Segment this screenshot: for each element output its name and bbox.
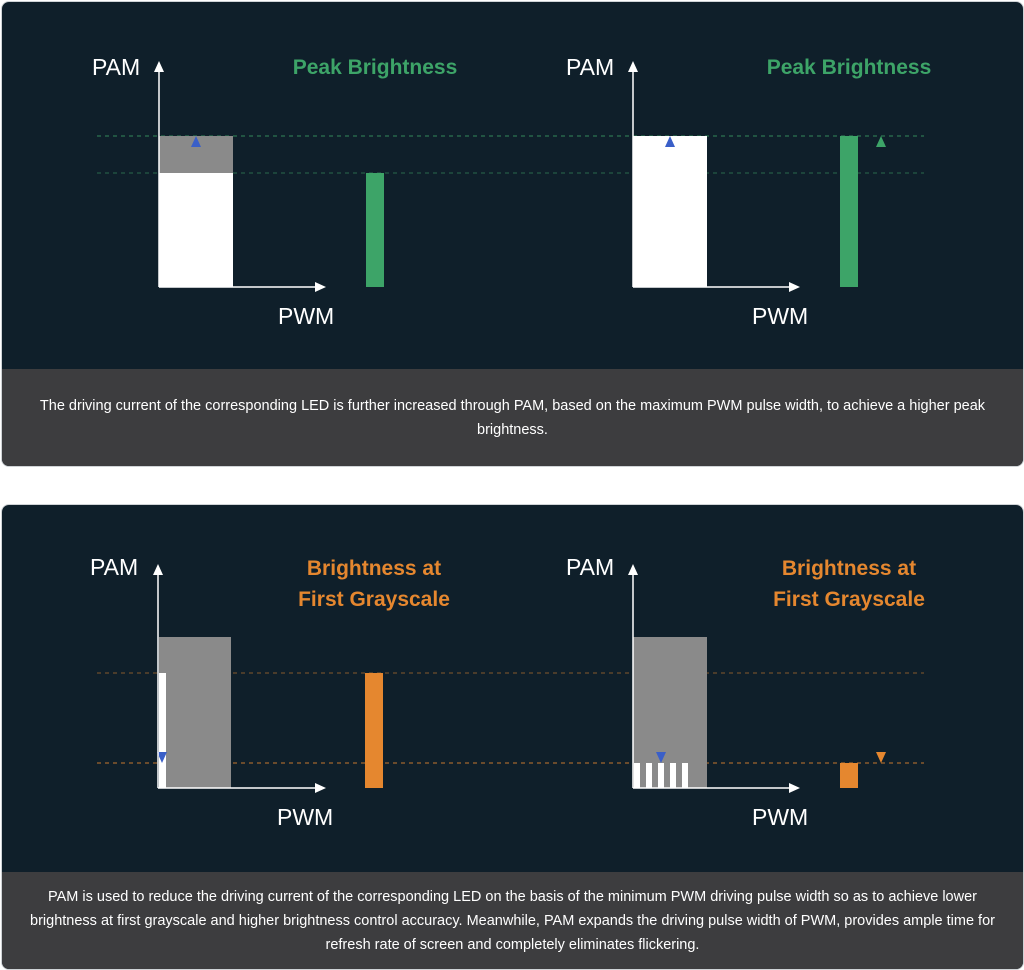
brightness-bar <box>366 173 384 287</box>
diagram-title-line1: Brightness at <box>782 557 916 580</box>
x-axis-arrow-icon <box>315 783 326 793</box>
panel-caption: PAM is used to reduce the driving curren… <box>2 872 1023 969</box>
x-axis-label: PWM <box>278 303 334 329</box>
left-diagram: PAM PWM Peak Brightness <box>92 54 457 329</box>
pam-area <box>159 637 231 788</box>
brightness-bar <box>840 763 858 788</box>
pwm-pulse <box>670 763 676 788</box>
panel-caption: The driving current of the corresponding… <box>2 369 1023 466</box>
x-axis-label: PWM <box>752 804 808 830</box>
left-diagram: PAM PWM Brightness at First Grayscale <box>90 554 450 830</box>
pam-down-arrow-icon <box>157 752 167 763</box>
pwm-pulse <box>646 763 652 788</box>
pwm-pulse <box>634 763 640 788</box>
pam-down-arrow-icon <box>656 752 666 763</box>
right-diagram: PAM PWM Brightness at First Grayscale <box>566 554 925 830</box>
pam-up-arrow-icon <box>191 136 201 147</box>
y-axis-label: PAM <box>92 54 140 80</box>
y-axis-label: PAM <box>566 554 614 580</box>
brightness-down-arrow-icon <box>876 752 886 763</box>
first-grayscale-panel: PAM PWM Brightness at First Grayscale PA… <box>1 504 1024 970</box>
pwm-pulse <box>658 763 664 788</box>
brightness-bar <box>840 136 858 287</box>
diagram-title-line2: First Grayscale <box>298 588 450 611</box>
y-axis-label: PAM <box>90 554 138 580</box>
y-axis-arrow-icon <box>153 564 163 575</box>
y-axis-arrow-icon <box>628 61 638 72</box>
first-grayscale-diagram: PAM PWM Brightness at First Grayscale PA… <box>90 554 925 830</box>
split-pwm-pulses <box>634 763 688 788</box>
y-axis-arrow-icon <box>628 564 638 575</box>
x-axis-arrow-icon <box>315 282 326 292</box>
y-axis-arrow-icon <box>154 61 164 72</box>
right-diagram: PAM PWM Peak Brightness <box>566 54 931 329</box>
peak-brightness-panel: PAM PWM Peak Brightness PAM PWM Peak Bri… <box>1 1 1024 467</box>
x-axis-label: PWM <box>277 804 333 830</box>
pam-up-arrow-icon <box>665 136 675 147</box>
brightness-up-arrow-icon <box>876 136 886 147</box>
peak-brightness-diagram: PAM PWM Peak Brightness PAM PWM Peak Bri… <box>92 54 931 329</box>
diagram-title: Peak Brightness <box>293 56 458 79</box>
x-axis-label: PWM <box>752 303 808 329</box>
pwm-pulse <box>682 763 688 788</box>
x-axis-arrow-icon <box>789 282 800 292</box>
brightness-bar <box>365 673 383 788</box>
diagram-title: Peak Brightness <box>767 56 932 79</box>
x-axis-arrow-icon <box>789 783 800 793</box>
pam-area <box>633 637 707 788</box>
diagram-title-line1: Brightness at <box>307 557 441 580</box>
diagram-title-line2: First Grayscale <box>773 588 925 611</box>
y-axis-label: PAM <box>566 54 614 80</box>
